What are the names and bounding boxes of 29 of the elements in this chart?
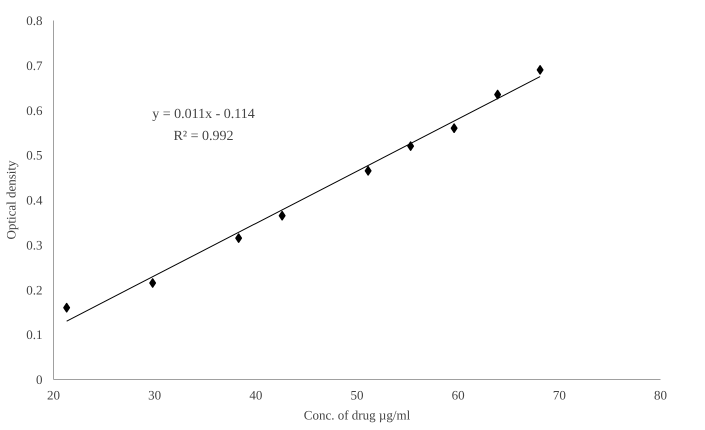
annotation: y = 0.011x - 0.114 <box>152 107 255 122</box>
point <box>536 64 544 75</box>
y-tick-label: 0.4 <box>26 192 43 208</box>
x-tick-label: 80 <box>654 388 667 402</box>
y-tick-label: 0.6 <box>26 102 43 118</box>
x-tick-label: 30 <box>148 388 162 402</box>
y-tick-label: 0.5 <box>26 148 42 163</box>
point <box>494 90 502 100</box>
y-tick-label: 0.8 <box>26 13 42 28</box>
y-tick-label: 0.7 <box>26 58 43 73</box>
point <box>235 233 242 244</box>
point <box>149 278 156 288</box>
y-tick-label: 0.1 <box>26 327 42 342</box>
x-axis-title: Conc. of drug µg/ml <box>304 408 411 422</box>
x-tick-label: 60 <box>452 388 465 402</box>
y-tick-label: 0 <box>36 372 42 387</box>
point <box>407 141 414 152</box>
x-tick-label: 20 <box>47 388 60 402</box>
x-tick-label: 40 <box>249 388 262 402</box>
y-axis-title: Optical density <box>3 160 18 240</box>
x-tick-label: 50 <box>350 388 364 402</box>
annotation: R² = 0.992 <box>174 129 234 144</box>
y-tick-label: 0.2 <box>26 282 42 298</box>
point <box>278 210 286 221</box>
x-tick-label: 70 <box>552 388 566 402</box>
point <box>450 123 458 134</box>
y-tick-label: 0.3 <box>26 237 42 252</box>
point <box>63 302 70 313</box>
point <box>364 166 372 176</box>
